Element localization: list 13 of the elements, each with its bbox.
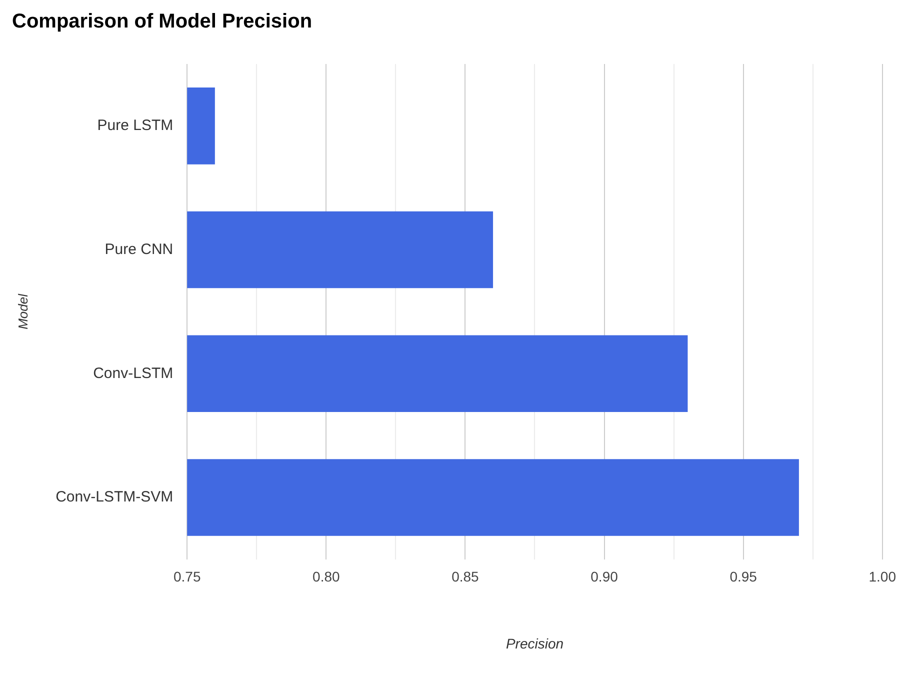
x-tick-label: 1.00 — [868, 568, 896, 585]
y-tick-label: Conv-LSTM — [93, 364, 174, 382]
x-tick-label: 0.75 — [173, 568, 201, 585]
y-tick-label: Conv-LSTM-SVM — [56, 488, 174, 506]
x-tick-label: 0.85 — [452, 568, 480, 585]
x-axis-title: Precision — [506, 635, 564, 652]
y-axis-title: Model — [15, 292, 30, 330]
chart-title: Comparison of Model Precision — [12, 10, 312, 33]
y-tick-label: Pure LSTM — [97, 117, 174, 134]
x-tick-label: 0.95 — [730, 568, 758, 585]
x-tick-label: 0.90 — [590, 568, 618, 585]
y-tick-label: Pure CNN — [104, 240, 174, 258]
x-tick-label: 0.80 — [312, 568, 340, 585]
